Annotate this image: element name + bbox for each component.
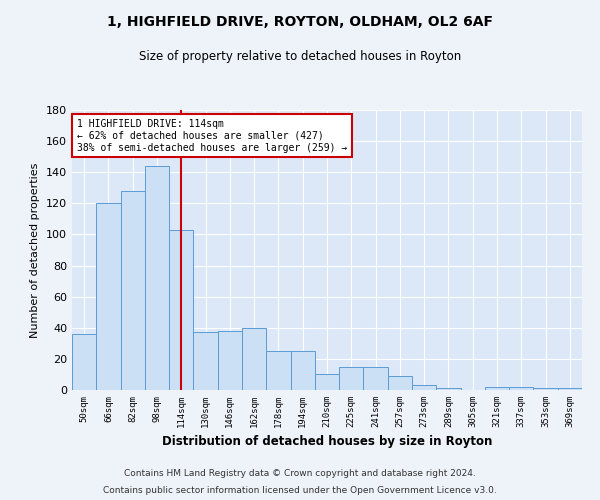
Bar [96,204,121,390]
Bar [412,386,436,390]
Bar [485,387,509,390]
Text: Contains HM Land Registry data © Crown copyright and database right 2024.: Contains HM Land Registry data © Crown c… [124,468,476,477]
Bar [218,331,242,390]
Bar [266,351,290,390]
Bar [364,366,388,390]
Bar [388,376,412,390]
Bar [436,388,461,390]
Bar [315,374,339,390]
Text: 1 HIGHFIELD DRIVE: 114sqm
← 62% of detached houses are smaller (427)
38% of semi: 1 HIGHFIELD DRIVE: 114sqm ← 62% of detac… [77,120,347,152]
Text: Size of property relative to detached houses in Royton: Size of property relative to detached ho… [139,50,461,63]
Bar [72,334,96,390]
Bar [558,388,582,390]
Bar [509,387,533,390]
Bar [169,230,193,390]
Bar [193,332,218,390]
Bar [242,328,266,390]
Bar [121,191,145,390]
Text: 1, HIGHFIELD DRIVE, ROYTON, OLDHAM, OL2 6AF: 1, HIGHFIELD DRIVE, ROYTON, OLDHAM, OL2 … [107,15,493,29]
Bar [145,166,169,390]
Bar [533,388,558,390]
Y-axis label: Number of detached properties: Number of detached properties [31,162,40,338]
Text: Contains public sector information licensed under the Open Government Licence v3: Contains public sector information licen… [103,486,497,495]
Bar [339,366,364,390]
X-axis label: Distribution of detached houses by size in Royton: Distribution of detached houses by size … [162,436,492,448]
Bar [290,351,315,390]
